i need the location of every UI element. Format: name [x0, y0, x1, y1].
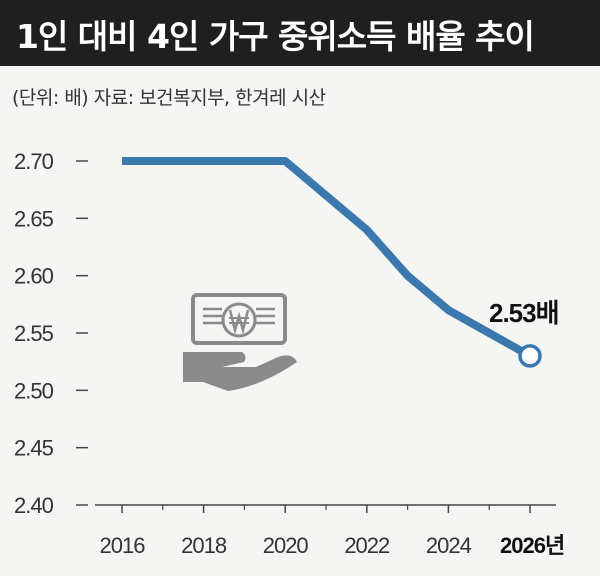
- y-tick-label: 2.70: [14, 149, 54, 174]
- x-axis: 2016 2018 2020 2022 2024 2026년: [95, 504, 565, 558]
- end-point-marker: [518, 344, 542, 368]
- x-tick-label: 2022: [344, 533, 390, 558]
- money-hand-icon: [183, 293, 297, 391]
- series: 2.53배: [122, 157, 560, 368]
- y-tick-label: 2.65: [14, 206, 54, 231]
- y-tick-label: 2.45: [14, 436, 54, 461]
- y-axis: 2.70 2.65 2.60 2.55 2.50 2.45 2.40: [14, 149, 88, 518]
- title-bar: 1인 대비 4인 가구 중위소득 배율 추이: [0, 0, 600, 66]
- y-tick-label: 2.60: [14, 264, 54, 289]
- y-tick-label: 2.55: [14, 321, 54, 346]
- end-value-label: 2.53배: [489, 298, 559, 328]
- x-tick-label: 2024: [426, 533, 472, 558]
- x-tick-label: 2018: [181, 533, 227, 558]
- x-tick-label: 2020: [263, 533, 309, 558]
- x-tick-label: 2026년: [500, 533, 564, 558]
- series-line: [122, 157, 532, 360]
- y-tick-label: 2.40: [14, 493, 54, 518]
- x-tick-label: 2016: [100, 533, 146, 558]
- chart-title: 1인 대비 4인 가구 중위소득 배율 추이: [16, 17, 535, 56]
- chart-subtitle: (단위: 배) 자료: 보건복지부, 한겨레 시산: [12, 87, 326, 109]
- y-tick-label: 2.50: [14, 378, 54, 403]
